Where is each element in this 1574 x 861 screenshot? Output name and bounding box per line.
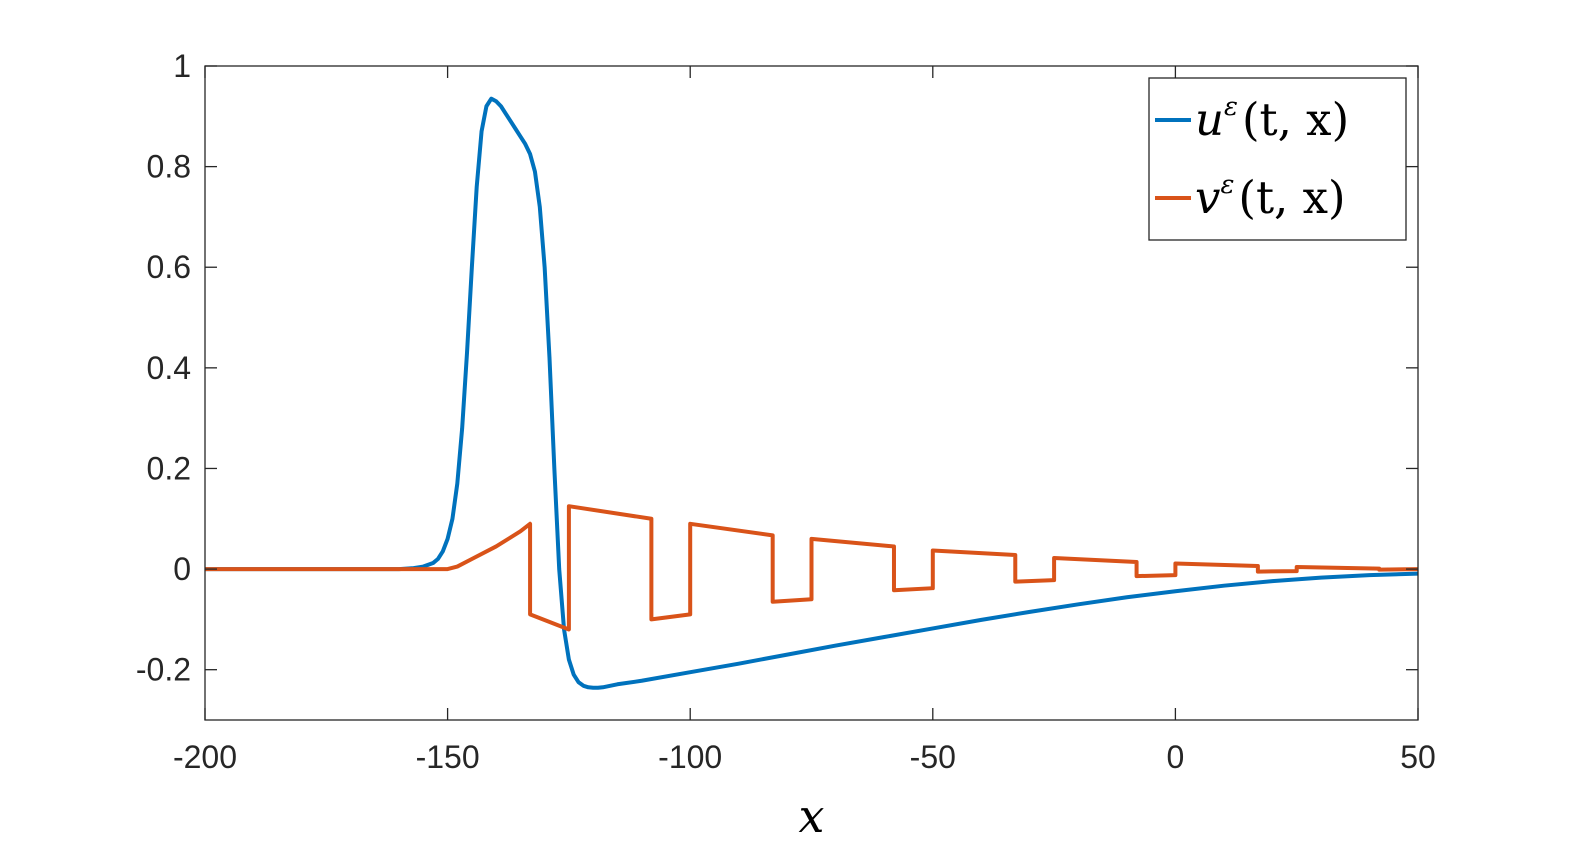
plot-area (205, 96, 1418, 690)
legend: uε(t, x) vε(t, x) (1148, 77, 1407, 241)
y-tick-label: 0 (173, 551, 191, 587)
y-tick-label: 0.2 (147, 450, 191, 486)
axes-box (204, 65, 1419, 721)
y-tick-label: 1 (173, 48, 191, 84)
x-tick-label: -100 (658, 739, 722, 775)
legend-entry-label: vε(t, x) (1195, 170, 1346, 224)
x-tick-label: -150 (416, 739, 480, 775)
y-tick-label: -0.2 (136, 652, 191, 688)
axes: -200 -150 -100 -50 0 50 -0.2 0 0.2 0.4 0.6 0.8 1 (136, 48, 1436, 775)
y-tick-label: 0.8 (147, 149, 191, 185)
legend-box (1148, 77, 1407, 241)
x-tick-label: 0 (1167, 739, 1185, 775)
legend-entry-label: uε(t, x) (1195, 92, 1349, 146)
x-tick-label: -50 (910, 739, 956, 775)
series-line-u (205, 96, 1418, 690)
y-tick-label: 0.6 (147, 249, 191, 285)
x-axis-label: x (799, 789, 825, 843)
x-tick-label: -200 (173, 739, 237, 775)
x-tick-label: 50 (1400, 739, 1436, 775)
y-tick-label: 0.4 (147, 350, 191, 386)
series-line-v (205, 504, 1418, 632)
